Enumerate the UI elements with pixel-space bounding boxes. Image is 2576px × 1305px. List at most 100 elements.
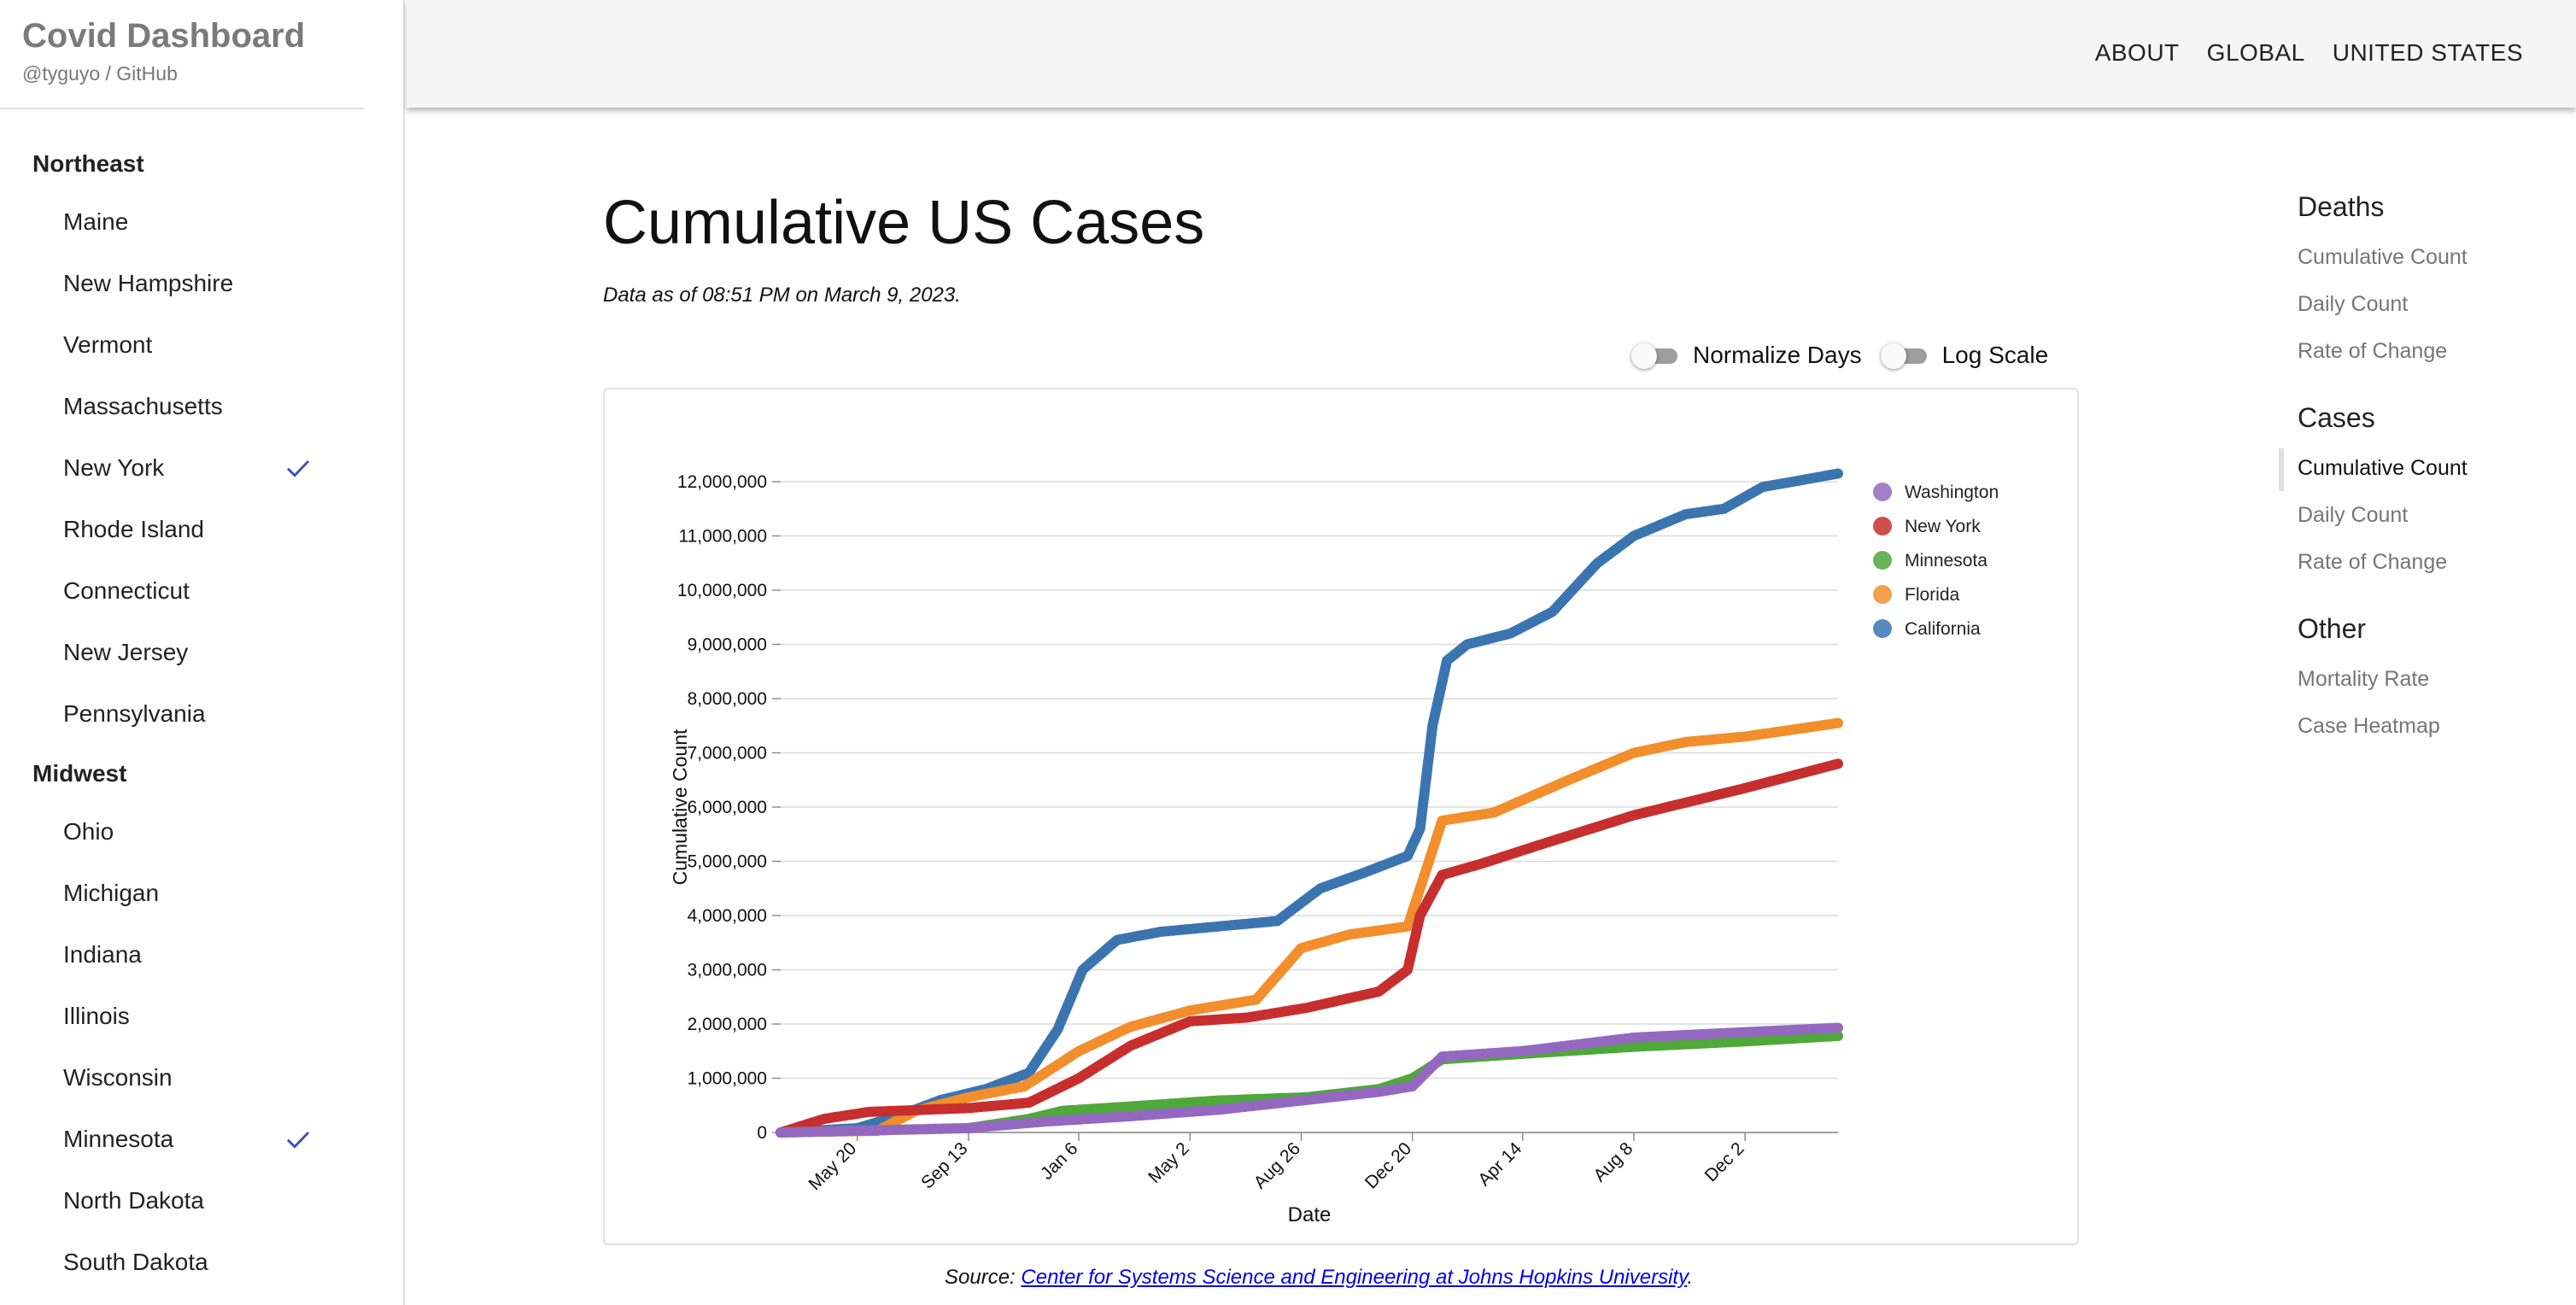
legend-swatch-florida [1873, 585, 1892, 604]
y-tick-label: 4,000,000 [688, 906, 767, 926]
y-tick-label: 3,000,000 [688, 961, 767, 980]
state-label: Wisconsin [63, 1064, 173, 1091]
normalize-days-label: Normalize Days [1693, 342, 1862, 368]
table-of-contents: Deaths Cumulative Count Daily Count Rate of… [2279, 186, 2569, 750]
toc-section-deaths: Deaths [2298, 191, 2385, 222]
state-label: Maine [63, 208, 129, 235]
data-point-new-york [1833, 758, 1843, 770]
series-florida [776, 717, 1843, 1138]
x-tick-label: Dec 2 [1701, 1138, 1748, 1185]
x-tick-label: Aug 8 [1590, 1138, 1636, 1185]
legend-label-new-york: New York [1905, 517, 1981, 536]
nav-about[interactable]: ABOUT [2094, 39, 2180, 66]
nav-links: ABOUT GLOBAL UNITED STATES [2095, 34, 2523, 72]
legend-label-california: California [1905, 619, 1981, 639]
state-label: North Dakota [63, 1187, 204, 1214]
legend-swatch-new-york [1873, 517, 1892, 535]
check-icon [286, 459, 310, 477]
state-item-vermont[interactable]: Vermont [0, 314, 403, 376]
legend-swatch-washington [1873, 483, 1892, 501]
y-tick-label: 2,000,000 [688, 1015, 767, 1034]
source-citation: Source: Center for Systems Science and E… [945, 1266, 1693, 1290]
series-washington [776, 1022, 1843, 1138]
toc-section-other: Other [2298, 613, 2367, 644]
region-header-northeast[interactable]: Northeast [32, 150, 144, 177]
sidebar: Covid Dashboard @tyguyo / GitHub Northea… [0, 0, 405, 1305]
y-tick-label: 5,000,000 [688, 852, 767, 872]
toc-link-deaths-daily-count[interactable]: Daily Count [2298, 292, 2409, 316]
y-tick-label: 10,000,000 [677, 581, 767, 600]
state-item-south-dakota[interactable]: South Dakota [0, 1232, 403, 1293]
brand: Covid Dashboard @tyguyo / GitHub [22, 12, 364, 87]
cumulative-cases-chart: 0 1,000,000 2,000,000 3,000,000 4,000,000 5,0… [669, 468, 1999, 1226]
state-label: New Hampshire [63, 270, 234, 296]
state-item-wisconsin[interactable]: Wisconsin [0, 1047, 403, 1109]
source-link[interactable]: Center for Systems Science and Engineeri… [1021, 1266, 1688, 1289]
x-tick-label: May 20 [805, 1138, 860, 1194]
switch-thumb [1631, 343, 1657, 369]
state-item-ohio[interactable]: Ohio [0, 801, 403, 863]
state-label: New York [63, 454, 165, 481]
state-item-new-jersey[interactable]: New Jersey [0, 622, 403, 683]
toc-section-cases: Cases [2298, 402, 2375, 433]
state-label: New Jersey [63, 639, 189, 665]
state-label: South Dakota [63, 1249, 208, 1275]
nav-global[interactable]: GLOBAL [2206, 39, 2305, 66]
legend-label-florida: Florida [1905, 585, 1960, 605]
nav-united-states[interactable]: UNITED STATES [2332, 39, 2523, 66]
state-item-new-hampshire[interactable]: New Hampshire [0, 253, 403, 314]
toc-link-other-mortality-rate[interactable]: Mortality Rate [2298, 667, 2430, 691]
switch-thumb [1880, 343, 1906, 369]
state-item-rhode-island[interactable]: Rhode Island [0, 499, 403, 560]
state-label: Rhode Island [63, 516, 205, 542]
x-tick-label: Jan 6 [1037, 1138, 1082, 1184]
region-list: Northeast Maine New Hampshire Vermont Massac… [0, 135, 403, 1293]
state-item-illinois[interactable]: Illinois [0, 986, 403, 1047]
toc-link-deaths-cumulative-count[interactable]: Cumulative Count [2298, 245, 2468, 269]
data-timestamp: Data as of 08:51 PM on March 9, 2023. [603, 284, 961, 307]
state-item-minnesota[interactable]: Minnesota [0, 1109, 403, 1170]
divider [0, 108, 364, 109]
y-tick-label: 0 [757, 1123, 767, 1143]
state-item-indiana[interactable]: Indiana [0, 924, 403, 986]
y-tick-label: 6,000,000 [688, 798, 767, 817]
state-item-michigan[interactable]: Michigan [0, 863, 403, 924]
log-scale-label: Log Scale [1941, 342, 2049, 368]
state-label: Minnesota [63, 1126, 174, 1152]
legend-swatch-minnesota [1873, 551, 1892, 570]
x-tick-label: Sep 13 [917, 1138, 971, 1192]
toc-link-cases-daily-count[interactable]: Daily Count [2298, 503, 2409, 527]
toc-link-cases-rate-of-change[interactable]: Rate of Change [2298, 550, 2448, 574]
y-axis-title: Cumulative Count [669, 729, 691, 885]
state-item-maine[interactable]: Maine [0, 191, 403, 253]
legend-label-minnesota: Minnesota [1905, 551, 1988, 571]
region-header-midwest[interactable]: Midwest [32, 760, 127, 787]
toc-link-deaths-rate-of-change[interactable]: Rate of Change [2298, 339, 2448, 363]
app-title[interactable]: Covid Dashboard [22, 17, 306, 55]
series-minnesota [776, 1030, 1843, 1138]
state-item-north-dakota[interactable]: North Dakota [0, 1170, 403, 1232]
data-point-california [1833, 468, 1843, 479]
toc-link-cases-cumulative-count[interactable]: Cumulative Count [2279, 445, 2569, 492]
github-link[interactable]: @tyguyo / GitHub [22, 62, 178, 85]
x-tick-label: Dec 20 [1361, 1138, 1415, 1192]
state-label: Michigan [63, 880, 160, 906]
state-item-new-york[interactable]: New York [0, 437, 403, 499]
series-new-york [776, 758, 1843, 1138]
state-label: Pennsylvania [63, 700, 206, 727]
x-axis-title: Date [1288, 1203, 1332, 1226]
normalize-days-switch[interactable] [1631, 340, 1683, 371]
chart-card: 0 1,000,000 2,000,000 3,000,000 4,000,000 5,0… [603, 388, 2079, 1245]
state-label: Ohio [63, 818, 114, 845]
data-point-washington [1833, 1022, 1843, 1033]
state-item-connecticut[interactable]: Connecticut [0, 560, 403, 622]
log-scale-switch[interactable] [1880, 340, 1932, 371]
state-item-pennsylvania[interactable]: Pennsylvania [0, 683, 403, 745]
state-item-massachusetts[interactable]: Massachusetts [0, 376, 403, 437]
page-title: Cumulative US Cases [603, 189, 1205, 257]
state-label: Connecticut [63, 577, 190, 604]
toggle-normalize-days[interactable]: Normalize Days [1631, 340, 1862, 371]
x-tick-label: Aug 26 [1250, 1138, 1304, 1192]
toggle-log-scale[interactable]: Log Scale [1880, 340, 2049, 371]
toc-link-other-case-heatmap[interactable]: Case Heatmap [2298, 714, 2440, 738]
